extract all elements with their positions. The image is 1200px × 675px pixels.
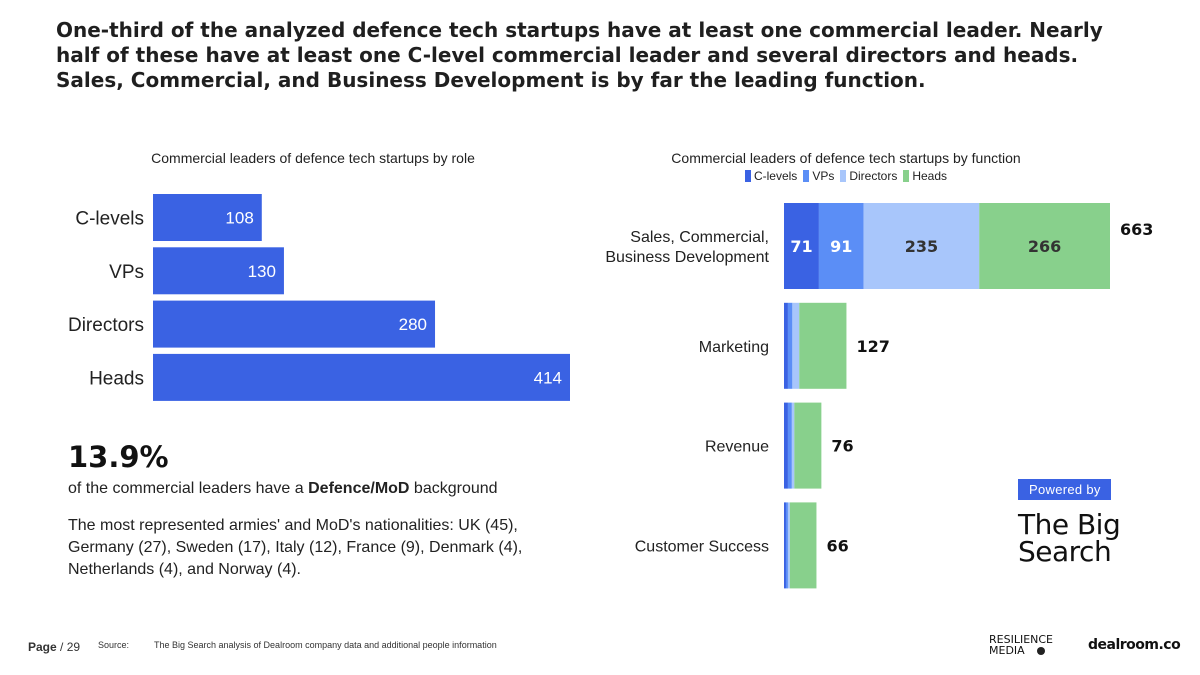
dealroom-logo: dealroom.co [1088,637,1181,653]
caption-bold: Defence/MoD [308,480,410,497]
defence-background-caption: of the commercial leaders have a Defence… [68,480,498,498]
page-count: / 29 [56,640,81,654]
function-total-label: 66 [826,536,848,555]
function-segment-vps [787,402,792,489]
function-category-label: Revenue [705,439,769,456]
function-segment-heads [789,502,817,589]
role-bar-1 [153,247,284,295]
caption-suffix: background [409,480,498,497]
role-bar-chart: C-levels 108 VPs 130 Directors 280 Heads 414 [68,194,570,401]
function-segment-directors [787,502,790,589]
legend-label: Heads [912,169,948,183]
resilience-line-2: MEDIA [989,645,1053,656]
function-segment-heads [799,302,847,389]
function-segment-c-levels [784,402,788,489]
function-segment-c-levels [784,203,819,289]
function-stacked-bar-chart: 71 91 235 266 663 Sales, Commercial, Business … [605,203,1153,589]
function-category-label: Sales, Commercial, [630,229,769,246]
defence-background-percentage: 13.9% [68,440,169,474]
page-number: Page / 29 [28,640,80,654]
role-chart-title: Commercial leaders of defence tech start… [151,150,475,166]
role-bar-0 [153,194,262,241]
role-category-label: VPs [109,262,144,283]
legend-label: Directors [849,169,898,183]
resilience-line-1: RESILIENCE [989,633,1054,646]
caption-prefix: of the commercial leaders have a [68,480,309,497]
legend-swatch [903,170,910,182]
role-bar-2 [153,300,436,348]
role-category-label: Directors [68,315,144,336]
powered-by-badge: Powered by [1018,479,1111,500]
logo-line-2: Search [1018,535,1112,568]
page-label: Page [28,640,57,654]
function-segment-vps [787,302,793,389]
role-value-label: 280 [399,315,427,334]
function-segment-directors [863,203,980,289]
role-category-label: Heads [89,368,144,389]
legend-item: Heads [903,169,947,183]
function-category-label: Marketing [699,339,769,356]
function-total-label: 76 [831,437,853,456]
legend-item: Directors [840,169,897,183]
function-segment-directors [792,302,800,389]
function-segment-c-levels [784,302,788,389]
function-segment-value: 71 [790,237,812,256]
logo-line-1: The Big [1018,508,1121,541]
role-value-label: 414 [534,368,562,387]
function-total-label: 127 [856,337,889,356]
role-bar-3 [153,353,570,401]
function-total-label: 663 [1120,220,1153,239]
function-segment-vps [818,203,864,289]
legend-label: VPs [812,169,835,183]
role-value-label: 130 [248,262,276,281]
function-category-label: Customer Success [635,538,769,555]
resilience-media-logo: RESILIENCE MEDIA [989,634,1053,656]
function-category-label: Business Development [605,249,769,266]
function-segment-heads [979,203,1110,289]
function-chart-legend: C-levels VPs Directors Heads [596,169,1096,183]
function-segment-heads [794,402,822,489]
legend-item: C-levels [744,169,798,183]
legend-swatch [840,170,847,182]
legend-label: C-levels [753,169,798,183]
source-text: The Big Search analysis of Dealroom comp… [154,640,497,650]
legend-swatch [744,170,751,182]
legend-swatch [803,170,810,182]
function-segment-directors [791,402,795,489]
globe-icon [1036,647,1045,655]
source-label: Source: [98,640,130,650]
nationalities-paragraph: The most represented armies' and MoD's n… [68,517,523,578]
function-segment-value: 266 [1028,237,1061,256]
function-segment-value: 91 [830,237,852,256]
the-big-search-logo: The Big Search [1018,508,1121,568]
role-value-label: 108 [225,209,253,228]
page-headline: One-third of the analyzed defence tech s… [56,18,1103,92]
function-segment-vps [785,502,788,589]
function-segment-c-levels [784,502,786,589]
role-category-label: C-levels [75,209,144,230]
legend-item: VPs [803,169,834,183]
function-chart-title: Commercial leaders of defence tech start… [671,150,1021,166]
function-segment-value: 235 [905,237,938,256]
